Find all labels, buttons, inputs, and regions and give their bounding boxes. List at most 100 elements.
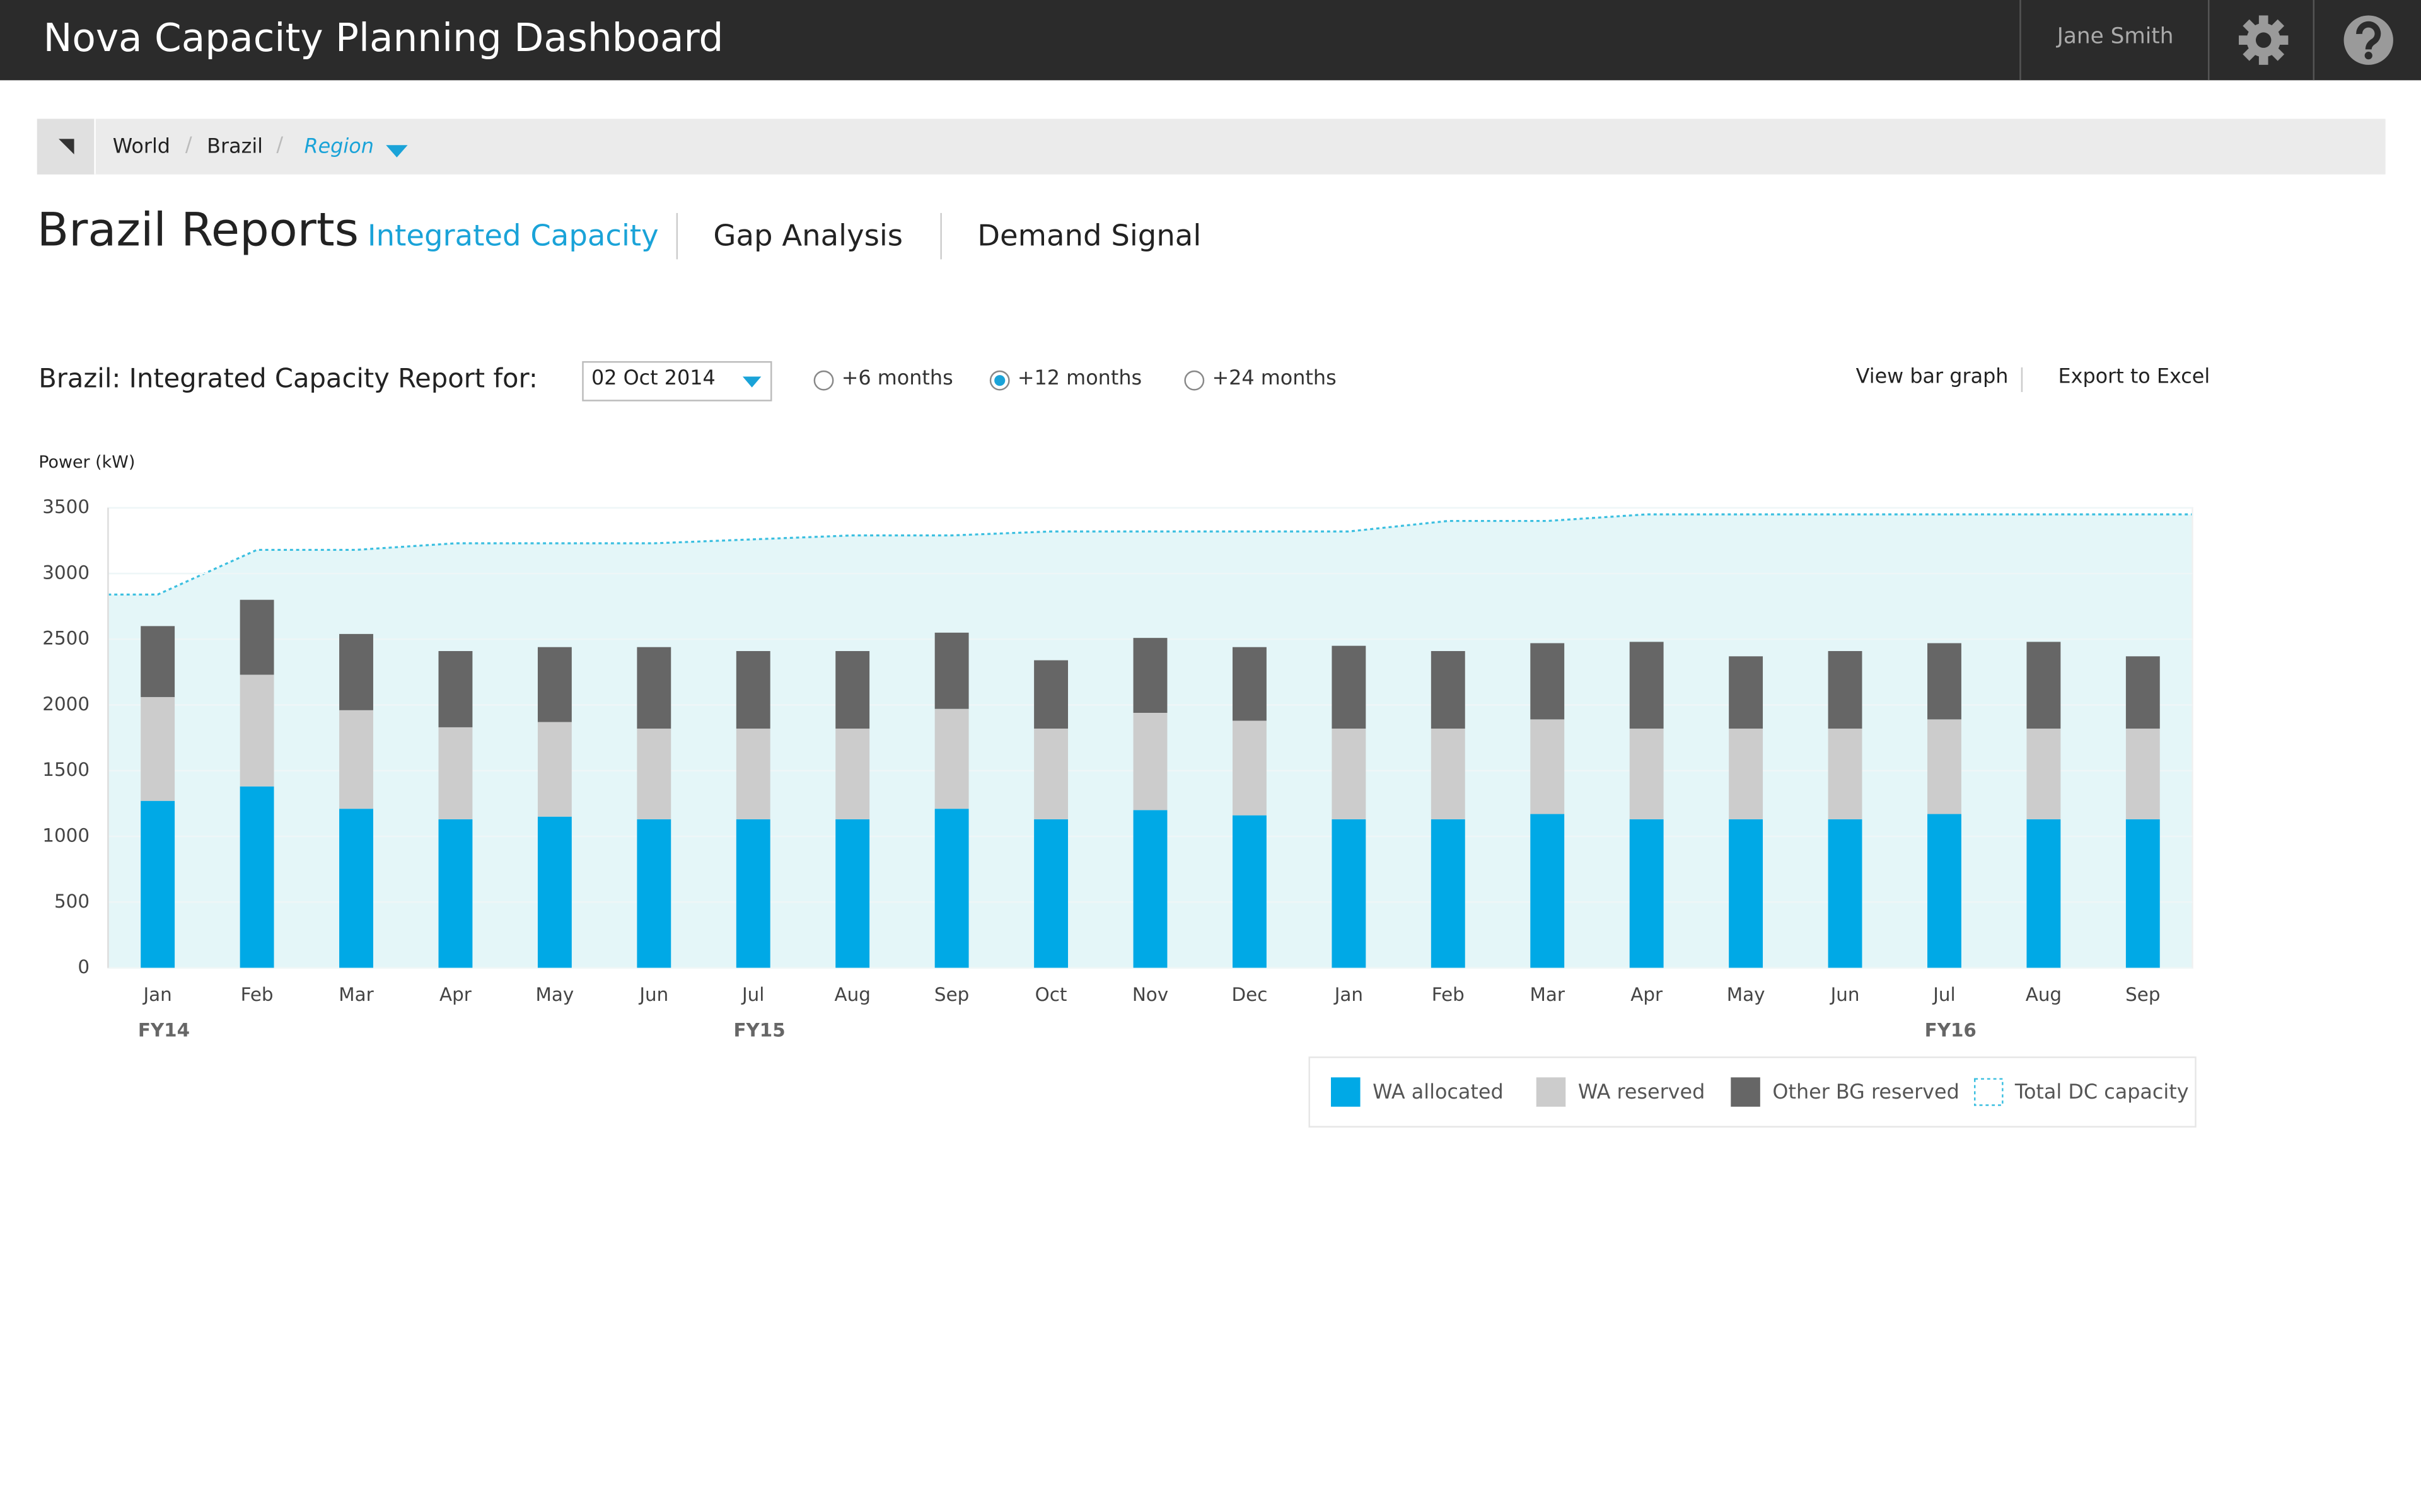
y-axis-label: Power (kW): [38, 453, 135, 472]
bar-segment: [1927, 814, 1961, 968]
bar-segment: [339, 710, 373, 809]
bar-segment: [1332, 645, 1366, 729]
bar-segment: [2026, 819, 2061, 968]
tab[interactable]: Demand Signal: [977, 219, 1202, 253]
radio-label[interactable]: +6 months: [841, 367, 953, 391]
bar-segment: [1232, 720, 1267, 816]
breadcrumb-separator: /: [276, 134, 284, 158]
back-arrow: [59, 139, 74, 154]
date-value: 02 Oct 2014: [591, 367, 716, 391]
link-separator: [2021, 367, 2023, 393]
fiscal-year-label: FY16: [1925, 1019, 1977, 1041]
bar-segment: [1729, 729, 1763, 819]
bar-segment: [1927, 643, 1961, 720]
bar-segment: [1232, 815, 1267, 968]
bar-segment: [1530, 643, 1565, 720]
bar-segment: [537, 647, 572, 722]
legend-label: Total DC capacity: [2014, 1080, 2189, 1104]
bar-segment: [240, 674, 274, 787]
x-tick-label: Feb: [1432, 984, 1465, 1005]
date-picker[interactable]: [582, 361, 772, 401]
user-name[interactable]: Jane Smith: [2057, 25, 2174, 50]
bar-segment: [1232, 647, 1267, 721]
bar-segment: [240, 599, 274, 675]
bar-segment: [1828, 819, 1862, 968]
app-title: Nova Capacity Planning Dashboard: [43, 15, 724, 61]
breadcrumb[interactable]: Brazil: [207, 136, 264, 159]
x-tick-label: Sep: [2125, 984, 2160, 1005]
breadcrumb-dropdown[interactable]: Region: [304, 136, 374, 159]
bar-segment: [141, 626, 175, 697]
legend-swatch: [1331, 1077, 1361, 1107]
bar-segment: [835, 819, 870, 968]
tab-separator: [940, 212, 942, 260]
bar-segment: [1729, 819, 1763, 968]
separator: [2019, 0, 2021, 81]
x-tick-label: Dec: [1232, 984, 1268, 1005]
tab[interactable]: Integrated Capacity: [367, 219, 659, 253]
help-icon[interactable]: [2342, 14, 2395, 66]
separator: [2208, 0, 2210, 81]
bar-segment: [934, 809, 969, 968]
x-tick-label: Jan: [142, 984, 171, 1005]
tab[interactable]: Gap Analysis: [713, 219, 903, 253]
radio-button[interactable]: [989, 370, 1010, 391]
action-link[interactable]: View bar graph: [1855, 366, 2009, 390]
back-button[interactable]: [37, 118, 96, 175]
bar-segment: [1431, 729, 1465, 819]
bar-segment: [240, 786, 274, 968]
breadcrumb-bar: [37, 118, 2386, 175]
bar-segment: [1431, 819, 1465, 968]
x-tick-label: May: [1727, 984, 1765, 1005]
bar-segment: [1431, 650, 1465, 729]
settings-icon[interactable]: [2236, 13, 2291, 68]
bar-segment: [1332, 819, 1366, 968]
y-tick-label: 500: [54, 891, 90, 912]
x-tick-label: Feb: [241, 984, 274, 1005]
y-tick-label: 3500: [42, 496, 90, 517]
bar-segment: [637, 647, 671, 729]
y-tick-label: 2000: [42, 693, 90, 715]
bar-segment: [2125, 729, 2160, 819]
action-link[interactable]: Export to Excel: [2058, 366, 2210, 390]
bar-segment: [141, 800, 175, 968]
bar-segment: [637, 729, 671, 819]
bar-segment: [1927, 719, 1961, 814]
bar-segment: [1828, 729, 1862, 819]
radio-label[interactable]: +12 months: [1017, 367, 1142, 391]
radio-button[interactable]: [813, 370, 834, 391]
capacity-line: [108, 513, 2193, 596]
x-tick-label: Jan: [1333, 984, 1363, 1005]
bar-segment: [1530, 719, 1565, 814]
legend-swatch: [1731, 1077, 1760, 1107]
breadcrumb[interactable]: World: [112, 136, 171, 159]
fiscal-year-label: FY14: [138, 1019, 190, 1041]
breadcrumb-separator: /: [185, 134, 192, 158]
bar-segment: [1133, 810, 1168, 968]
x-tick-label: Nov: [1132, 984, 1168, 1005]
bar-segment: [1034, 729, 1068, 819]
bar-segment: [934, 632, 969, 709]
x-tick-label: Mar: [1530, 984, 1565, 1005]
bar-segment: [835, 650, 870, 729]
radio-button[interactable]: [1184, 370, 1205, 391]
y-tick-label: 3000: [42, 562, 90, 583]
legend-label: Other BG reserved: [1772, 1080, 1959, 1104]
bar-segment: [438, 650, 473, 727]
date-arrow: [742, 376, 762, 388]
bar-segment: [2026, 729, 2061, 819]
y-tick-label: 0: [78, 956, 90, 978]
tab-separator: [676, 212, 678, 260]
bar-segment: [339, 633, 373, 710]
x-tick-label: Apr: [1630, 984, 1663, 1005]
x-tick-label: Apr: [439, 984, 472, 1005]
page-title: Brazil Reports: [37, 204, 359, 258]
x-tick-label: Aug: [2026, 984, 2062, 1005]
radio-label[interactable]: +24 months: [1212, 367, 1337, 391]
bar-segment: [1629, 819, 1664, 968]
legend-swatch: [1974, 1078, 2004, 1106]
x-tick-label: May: [536, 984, 574, 1005]
bar-segment: [1133, 638, 1168, 713]
bar-segment: [1332, 729, 1366, 819]
